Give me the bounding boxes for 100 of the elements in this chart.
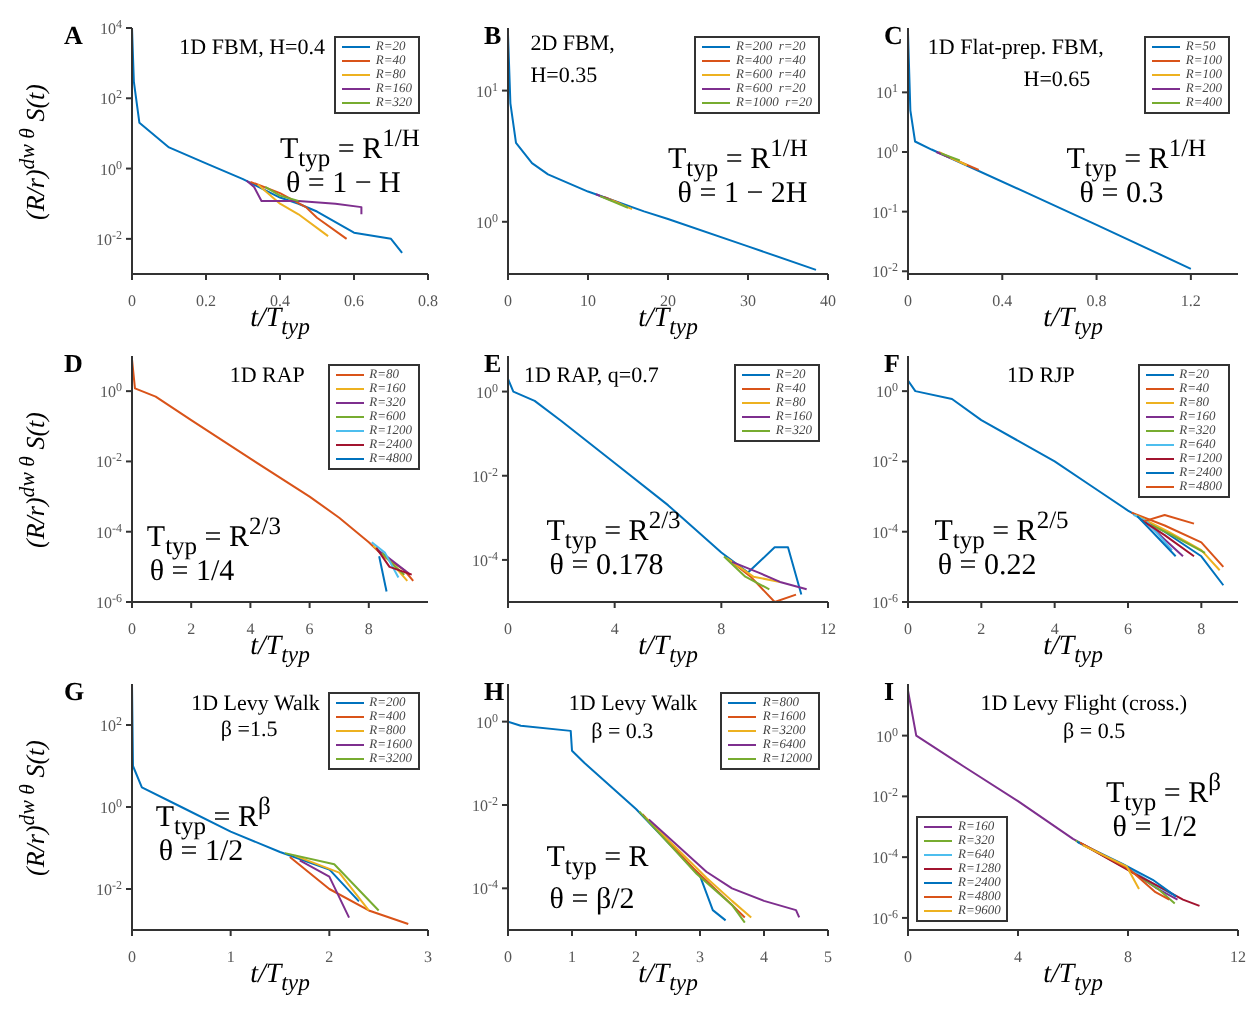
annotation: 1D Flat-prep. FBM, [927, 35, 1104, 60]
x-tick-label: 6 [305, 620, 314, 638]
chart-title: G [64, 676, 85, 708]
y-tick-label: 10$^{1}$ [876, 84, 898, 103]
x-tick-label: 5 [824, 948, 832, 966]
annotation: 1D RAP [229, 363, 305, 388]
x-tick-label: 4 [1014, 948, 1022, 966]
x-tick-label: 1 [568, 948, 576, 966]
chart-title: A [64, 20, 83, 52]
annotation: β = 0.3 [591, 720, 654, 746]
chart-title: I [884, 676, 895, 708]
x-tick-label: 1 [226, 948, 235, 966]
annotation: 1D Levy Flight (cross.) [980, 691, 1188, 716]
x-tick-label: 8 [1197, 620, 1206, 638]
chart-title: F [884, 348, 900, 380]
x-tick-label: 0 [128, 948, 136, 966]
y-tick-label: 10$^{-4}$ [472, 551, 498, 570]
y-tick-label: 10$^{0}$ [876, 727, 898, 746]
x-tick-label: 0 [504, 620, 512, 638]
y-tick-label: 10$^{1}$ [476, 82, 498, 101]
annotation: T$_{typ}$ = R$^{β}$ [1106, 768, 1221, 817]
x-tick-label: 0.4 [992, 292, 1013, 310]
annotation: β =1.5 [220, 718, 278, 743]
y-tick-label: 10$^{-2}$ [872, 453, 898, 472]
x-tick-label: 8 [717, 620, 726, 638]
x-tick-label: 4 [246, 620, 255, 638]
annotation: T$_{typ}$ = R$^{2/3}$ [146, 511, 281, 560]
y-tick-label: 10$^{4}$ [100, 20, 122, 38]
x-axis-title: t/T$_{typ}$ [250, 632, 310, 668]
y-tick-label: 10$^{-2}$ [472, 796, 498, 815]
x-axis-title: t/T$_{typ}$ [638, 960, 698, 996]
x-axis-title: t/T$_{typ}$ [638, 632, 698, 668]
annotation: 1D RJP [1007, 363, 1075, 388]
x-tick-label: 30 [740, 292, 756, 310]
x-tick-label: 40 [820, 292, 836, 310]
x-tick-label: 2 [187, 620, 196, 638]
chart-title: C [884, 20, 903, 52]
y-tick-label: 10$^{-4}$ [96, 523, 122, 542]
y-tick-label: 10$^{0}$ [476, 383, 498, 402]
y-tick-label: 10$^{0}$ [476, 213, 498, 232]
chart-title: D [64, 348, 83, 380]
x-tick-label: 2 [632, 948, 640, 966]
annotation: T$_{typ}$ = R$^{2/5}$ [934, 506, 1069, 555]
annotation: T$_{typ}$ = R$^{1/H}$ [668, 134, 808, 183]
y-tick-label: 10$^{-4}$ [472, 880, 498, 899]
x-tick-label: 2 [977, 620, 986, 638]
x-tick-label: 2 [325, 948, 334, 966]
x-tick-label: 10 [580, 292, 596, 310]
x-tick-label: 0.4 [270, 292, 290, 310]
chart-title: E [484, 348, 502, 380]
annotation: T$_{typ}$ = R$^{β}$ [155, 792, 271, 841]
annotation: T$_{typ}$ = R$^{2/3}$ [546, 506, 681, 555]
x-tick-label: 1.2 [1180, 292, 1201, 310]
y-tick-label: 10$^{-6}$ [96, 594, 122, 612]
x-tick-label: 0.8 [418, 292, 438, 310]
annotation: 2D FBM, [530, 32, 615, 58]
x-tick-label: 12 [1230, 948, 1246, 966]
x-tick-label: 3 [696, 948, 704, 966]
x-tick-label: 0.8 [1086, 292, 1107, 310]
annotation: H=0.65 [1023, 67, 1091, 92]
x-axis-title: t/T$_{typ}$ [1043, 960, 1103, 996]
x-tick-label: 20 [660, 292, 676, 310]
x-tick-label: 12 [820, 620, 836, 638]
y-tick-label: 10$^{0}$ [100, 383, 122, 402]
x-axis-title: t/T$_{typ}$ [250, 304, 310, 340]
y-tick-label: 10$^{-6}$ [872, 909, 898, 928]
y-tick-label: 10$^{-2}$ [472, 467, 498, 486]
chart-title: H [484, 676, 505, 708]
y-tick-label: 10$^{0}$ [476, 713, 498, 732]
y-tick-label: 10$^{0}$ [876, 144, 898, 162]
x-tick-label: 0 [128, 292, 136, 310]
x-tick-label: 0 [128, 620, 136, 638]
y-tick-label: 10$^{-1}$ [872, 203, 898, 222]
annotation: 1D FBM, H=0.4 [179, 35, 325, 60]
x-tick-label: 6 [1124, 620, 1132, 638]
y-tick-label: 10$^{2}$ [100, 717, 122, 735]
annotation: T$_{typ}$ = R$^{1/H}$ [280, 124, 420, 173]
x-tick-label: 0 [904, 292, 912, 310]
annotation: T$_{typ}$ = R [546, 841, 649, 881]
x-tick-label: 8 [364, 620, 373, 638]
annotation: θ = β/2 [549, 883, 635, 917]
annotation: T$_{typ}$ = R$^{1/H}$ [1066, 134, 1207, 183]
x-tick-label: 0 [904, 948, 912, 966]
y-tick-label: 10$^{-4}$ [872, 523, 898, 542]
y-tick-label: 10$^{2}$ [100, 90, 122, 109]
y-tick-label: 10$^{-2}$ [96, 230, 122, 249]
x-axis-title: t/T$_{typ}$ [638, 304, 698, 340]
x-tick-label: 0.6 [344, 292, 364, 310]
x-tick-label: 8 [1124, 948, 1132, 966]
y-tick-label: 10$^{-2}$ [96, 453, 122, 472]
y-tick-label: 10$^{-2}$ [96, 881, 122, 899]
x-tick-label: 0 [904, 620, 912, 638]
x-tick-label: 0 [504, 948, 512, 966]
x-tick-label: 0.2 [196, 292, 216, 310]
x-axis-title: t/T$_{typ}$ [1043, 304, 1103, 340]
y-tick-label: 10$^{0}$ [100, 160, 122, 179]
annotation: H=0.35 [530, 64, 598, 90]
y-tick-label: 10$^{-6}$ [872, 594, 898, 612]
annotation: 1D Levy Walk [191, 691, 320, 716]
x-tick-label: 4 [610, 620, 619, 638]
